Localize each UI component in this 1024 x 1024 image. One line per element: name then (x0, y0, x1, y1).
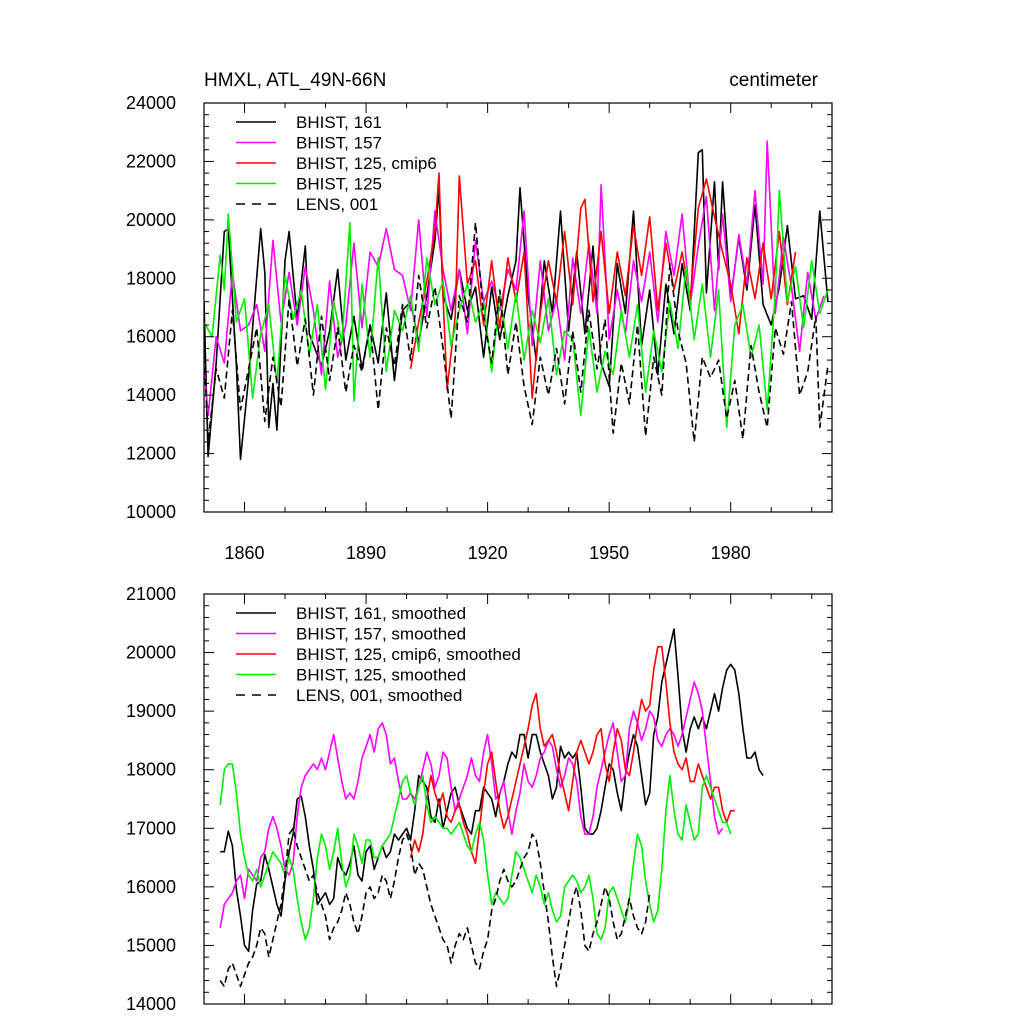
bottom-panel: 14000 15000 16000 17000 18000 19000 20000 21000… (126, 584, 833, 1014)
top-series-group (204, 140, 829, 461)
bottom-series-line-5 (219, 827, 651, 988)
top-y-tick-label: 14000 (126, 385, 176, 405)
bottom-plot-area: 14000 15000 16000 17000 18000 19000 20000 21000… (126, 584, 833, 1014)
bottom-y-tick-label: 19000 (126, 701, 176, 721)
bottom-series-line-4 (219, 763, 732, 941)
top-x-tick-label: 1920 (468, 543, 508, 563)
top-y-tick-label: 22000 (126, 151, 176, 171)
bottom-series-group (219, 628, 764, 988)
bottom-legend-label: BHIST, 125, smoothed (296, 666, 466, 685)
top-series-line-2 (204, 140, 825, 417)
bottom-series-line-3 (409, 645, 735, 865)
top-plot-area: 10000 12000 14000 16000 18000 20000 22000 24000… (126, 93, 833, 563)
bottom-legend-label: BHIST, 157, smoothed (296, 625, 466, 644)
top-x-tick-label: 1860 (224, 543, 264, 563)
bottom-legend: BHIST, 161, smoothed BHIST, 157, smoothed… (236, 604, 521, 705)
bottom-y-tick-label: 15000 (126, 935, 176, 955)
bottom-plot-frame (203, 593, 833, 1005)
top-legend-label: LENS, 001 (296, 195, 378, 214)
top-y-tick-label: 10000 (126, 502, 176, 522)
bottom-legend-label: LENS, 001, smoothed (296, 686, 462, 705)
bottom-y-tick-label: 21000 (126, 584, 176, 604)
top-x-tick-label: 1950 (589, 543, 629, 563)
top-y-tick-label: 20000 (126, 210, 176, 230)
top-y-tick-label: 12000 (126, 444, 176, 464)
top-series-line-3 (409, 172, 797, 399)
top-panel: HMXL, ATL_49N-66N centimeter 10000120001… (126, 70, 833, 563)
bottom-series-line-1 (220, 628, 764, 953)
top-y-tick-label: 24000 (126, 93, 176, 113)
bottom-y-tick-label: 20000 (126, 643, 176, 663)
top-legend-label: BHIST, 157 (296, 134, 382, 153)
top-legend-label: BHIST, 125 (296, 175, 382, 194)
top-legend-label: BHIST, 161 (296, 113, 382, 132)
top-legend-label: BHIST, 125, cmip6 (296, 154, 437, 173)
top-panel-title: HMXL, ATL_49N-66N (204, 70, 386, 91)
top-x-tick-label: 1890 (346, 543, 386, 563)
bottom-y-tick-label: 18000 (126, 760, 176, 780)
top-panel-units: centimeter (729, 70, 818, 91)
top-y-tick-label: 16000 (126, 327, 176, 347)
bottom-legend-label: BHIST, 161, smoothed (296, 604, 466, 623)
bottom-series-line-2 (219, 681, 724, 929)
top-y-tick-label: 18000 (126, 268, 176, 288)
top-x-tick-label: 1980 (711, 543, 751, 563)
top-series-line-5 (204, 222, 829, 443)
bottom-y-tick-label: 16000 (126, 877, 176, 897)
bottom-legend-label: BHIST, 125, cmip6, smoothed (296, 645, 521, 664)
bottom-y-tick-label: 14000 (126, 994, 176, 1014)
bottom-y-tick-label: 17000 (126, 818, 176, 838)
top-plot-frame (203, 102, 833, 513)
